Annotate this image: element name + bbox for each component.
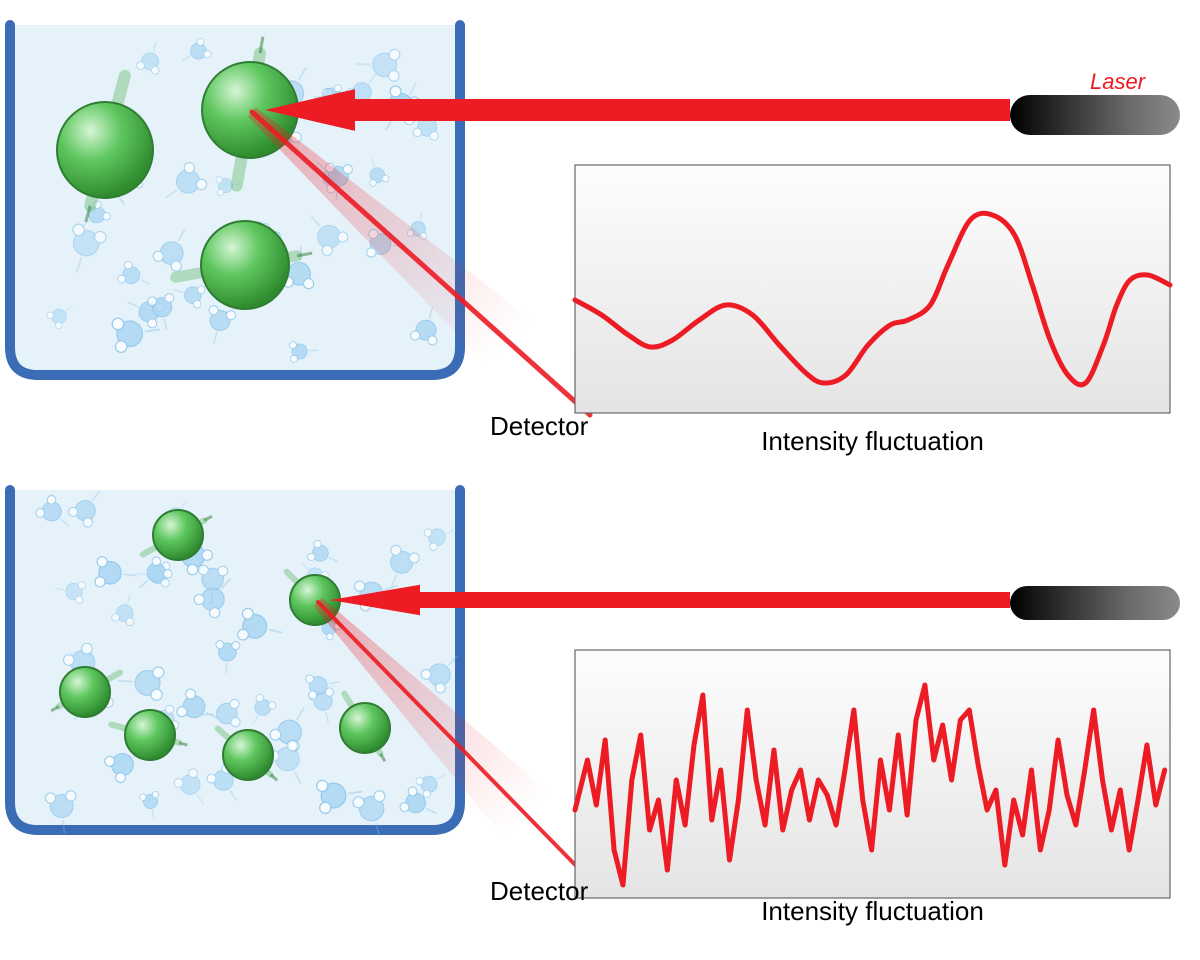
laser-device: Laser (1010, 69, 1180, 135)
label-detector: Detector (490, 411, 589, 441)
intensity-graph (575, 650, 1170, 898)
label-intensity_fluctuation: Intensity fluctuation (761, 896, 984, 926)
laser-device (1010, 586, 1180, 620)
diagram-svg: Laser Detector Intensity fluctuation Detect… (0, 0, 1200, 955)
diagram-root: Laser Detector Intensity fluctuation Detect… (0, 0, 1200, 955)
label-detector: Detector (490, 876, 589, 906)
intensity-graph (575, 165, 1170, 413)
laser-label: Laser (1090, 69, 1147, 94)
label-intensity_fluctuation: Intensity fluctuation (761, 426, 984, 456)
